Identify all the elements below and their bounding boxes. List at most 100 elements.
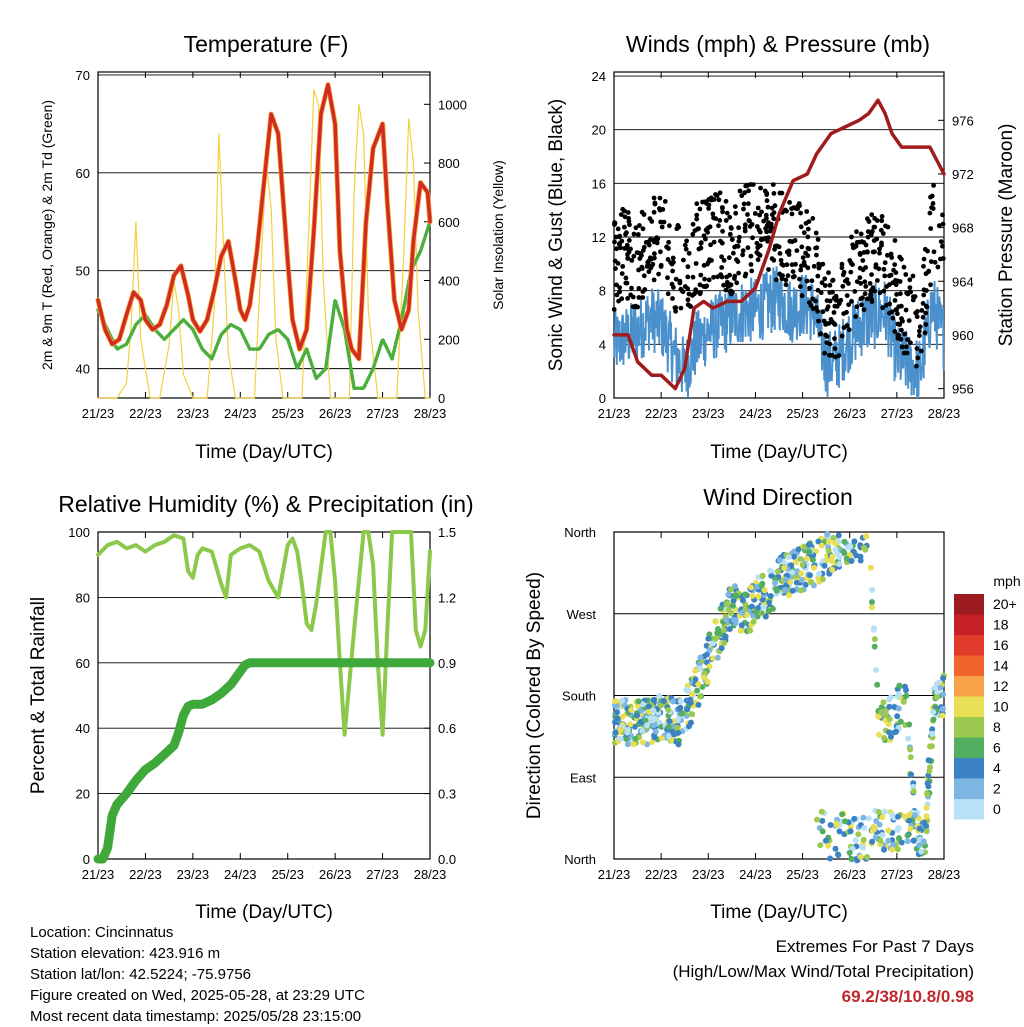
- gust-point: [620, 271, 625, 276]
- y-axis-label: Percent & Total Rainfall: [28, 597, 49, 794]
- gust-point: [617, 285, 622, 290]
- gust-point: [698, 273, 703, 278]
- gust-point: [656, 272, 661, 277]
- wind-segment: [684, 349, 685, 352]
- gust-point: [812, 264, 817, 269]
- wind-segment: [804, 323, 805, 334]
- direction-point: [705, 679, 711, 685]
- direction-point: [625, 741, 631, 747]
- gust-point: [824, 340, 829, 345]
- direction-point: [819, 818, 825, 824]
- direction-point: [674, 725, 680, 731]
- gust-point: [749, 269, 754, 274]
- direction-point: [940, 691, 946, 697]
- gust-point: [882, 267, 887, 272]
- direction-point: [901, 699, 907, 705]
- y-tick-label: North: [564, 852, 596, 867]
- gust-point: [908, 285, 913, 290]
- gust-point: [683, 243, 688, 248]
- gust-point: [904, 345, 909, 350]
- direction-point: [864, 854, 870, 860]
- direction-point: [798, 570, 804, 576]
- direction-point: [834, 822, 840, 828]
- gust-point: [834, 295, 839, 300]
- gust-point: [852, 289, 857, 294]
- gust-point: [660, 225, 665, 230]
- gust-point: [722, 258, 727, 263]
- direction-point: [861, 837, 867, 843]
- direction-point: [742, 591, 748, 597]
- gust-point: [907, 318, 912, 323]
- gust-point: [623, 281, 628, 286]
- direction-point: [632, 736, 638, 742]
- gust-point: [853, 314, 858, 319]
- wind-segment: [623, 341, 624, 365]
- gust-point: [818, 332, 823, 337]
- y-tick-label: 24: [592, 69, 606, 84]
- direction-point: [618, 736, 624, 742]
- gust-point: [877, 251, 882, 256]
- gust-point: [918, 324, 923, 329]
- direction-point: [826, 539, 832, 545]
- legend-label: 18: [993, 617, 1009, 633]
- gust-point: [835, 304, 840, 309]
- legend-swatch: [954, 738, 984, 759]
- direction-point: [760, 604, 766, 610]
- y-tick-label: 0: [599, 391, 606, 406]
- gust-point: [880, 214, 885, 219]
- direction-point: [906, 722, 912, 728]
- direction-point: [929, 731, 935, 737]
- direction-point: [839, 811, 845, 817]
- gust-point: [800, 293, 805, 298]
- direction-point: [861, 545, 867, 551]
- gust-point: [699, 241, 704, 246]
- direction-point: [800, 562, 806, 568]
- direction-point: [874, 682, 880, 688]
- gust-point: [872, 216, 877, 221]
- gust-point: [795, 248, 800, 253]
- gust-point: [687, 251, 692, 256]
- x-axis-label: Time (Day/UTC): [195, 902, 333, 923]
- gust-point: [816, 288, 821, 293]
- wind-segment: [730, 337, 731, 344]
- direction-point: [883, 711, 889, 717]
- direction-point: [781, 565, 787, 571]
- wind-segment: [755, 313, 756, 318]
- direction-point: [739, 622, 745, 628]
- wind-segment: [635, 309, 636, 319]
- y-tick-label: 60: [76, 166, 90, 181]
- direction-point: [876, 809, 882, 815]
- gust-point: [652, 278, 657, 283]
- direction-point: [925, 780, 931, 786]
- y-tick-label-right: 1000: [438, 97, 467, 112]
- gust-point: [728, 232, 733, 237]
- gust-point: [814, 231, 819, 236]
- x-tick-label: 23/23: [177, 406, 210, 421]
- gust-point: [877, 247, 882, 252]
- gust-point: [771, 258, 776, 263]
- direction-point: [772, 580, 778, 586]
- gust-point: [704, 201, 709, 206]
- direction-point: [877, 822, 883, 828]
- direction-point: [911, 788, 917, 794]
- direction-point: [858, 558, 864, 564]
- y-tick-label-right: 1.2: [438, 590, 456, 605]
- gust-point: [915, 309, 920, 314]
- gust-point: [900, 319, 905, 324]
- gust-point: [831, 321, 836, 326]
- direction-point: [725, 592, 731, 598]
- gust-point: [930, 194, 935, 199]
- direction-point: [670, 699, 676, 705]
- x-tick-label: 25/23: [786, 867, 819, 882]
- x-tick-label: 22/23: [645, 867, 678, 882]
- gust-point: [757, 228, 762, 233]
- gust-point: [640, 266, 645, 271]
- direction-point: [836, 561, 842, 567]
- direction-point: [748, 584, 754, 590]
- gust-point: [921, 315, 926, 320]
- direction-point: [807, 572, 813, 578]
- gust-point: [619, 212, 624, 217]
- legend-title: mph: [993, 573, 1020, 589]
- gust-point: [899, 257, 904, 262]
- gust-point: [627, 238, 632, 243]
